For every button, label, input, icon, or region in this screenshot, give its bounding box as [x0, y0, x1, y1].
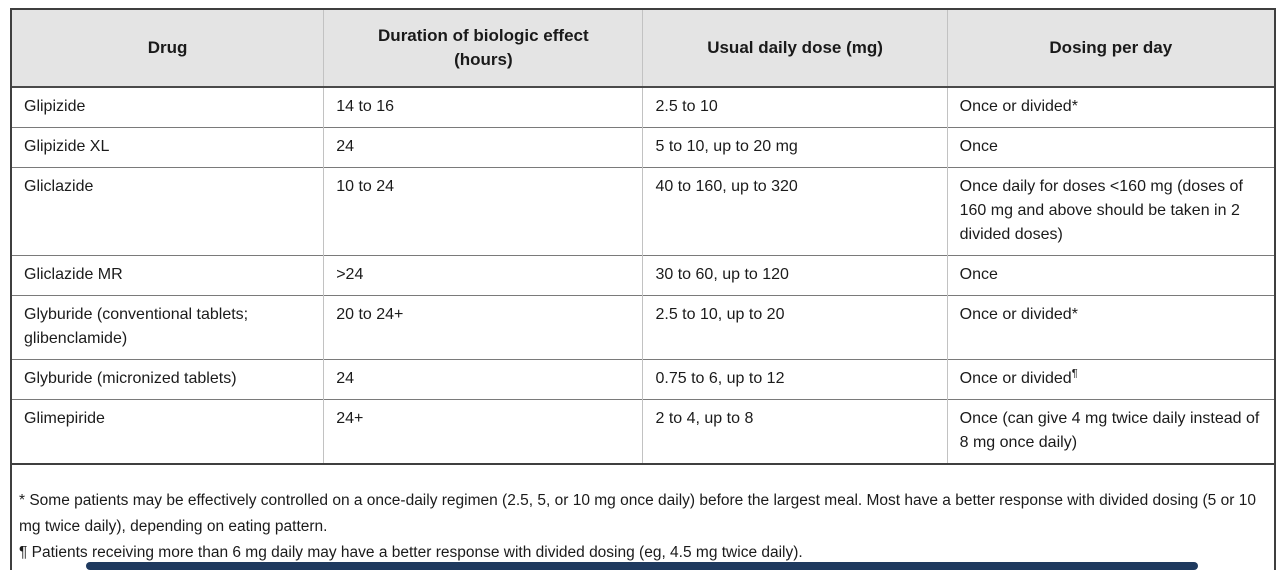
bottom-bar — [86, 562, 1198, 570]
cell-duration: 24+ — [323, 399, 643, 464]
table-row: Glipizide XL 24 5 to 10, up to 20 mg Once — [12, 127, 1274, 168]
cell-dose: 40 to 160, up to 320 — [642, 167, 948, 256]
cell-drug: Glyburide (micronized tablets) — [12, 359, 324, 400]
sulfonylurea-dosing-table: Drug Duration of biologic effect (hours)… — [12, 10, 1274, 465]
cell-duration: 10 to 24 — [323, 167, 643, 256]
table-row: Glipizide 14 to 16 2.5 to 10 Once or divide… — [12, 87, 1274, 128]
cell-dose: 2 to 4, up to 8 — [642, 399, 948, 464]
cell-dosing: Once (can give 4 mg twice daily instead … — [946, 399, 1274, 464]
table-row: Glyburide (conventional tablets; glibenc… — [12, 295, 1274, 360]
table-row: Gliclazide MR >24 30 to 60, up to 120 Once — [12, 255, 1274, 296]
cell-drug: Glipizide — [24, 98, 86, 115]
column-header-drug: Drug — [12, 10, 324, 88]
table-row: Glyburide (micronized tablets) 24 0.75 to … — [12, 359, 1274, 400]
cell-dosing: Once — [946, 255, 1274, 296]
footnote-pilcrow: ¶ Patients receiving more than 6 mg dail… — [19, 544, 803, 561]
cell-dosing: Once or divided¶ — [946, 359, 1274, 400]
cell-drug: Glimepiride — [12, 399, 324, 464]
cell-drug: Glipizide XL — [12, 127, 324, 168]
table-row: Glimepiride 24+ 2 to 4, up to 8 Once (can g… — [12, 399, 1274, 464]
column-header-dosing-per-day: Dosing per day — [946, 10, 1274, 88]
table-header-row: Drug Duration of biologic effect (hours)… — [12, 10, 1274, 88]
cell-drug: Gliclazide MR — [12, 255, 324, 296]
cell-drug: Gliclazide — [12, 167, 324, 256]
drug-table-container: Drug Duration of biologic effect (hours)… — [10, 8, 1276, 570]
cell-duration: 20 to 24+ — [323, 295, 643, 360]
footnote-asterisk: * Some patients may be effectively contr… — [19, 492, 1256, 535]
footnote-marker: ¶ — [1071, 367, 1078, 380]
cell-duration: 24 — [323, 127, 643, 168]
column-header-duration: Duration of biologic effect (hours) — [323, 10, 643, 88]
cell-dosing: Once — [946, 127, 1274, 168]
cell-duration: >24 — [323, 255, 643, 296]
table-body: Glipizide 14 to 16 2.5 to 10 Once or divide… — [12, 87, 1274, 464]
cell-drug: Glyburide (conventional tablets; glibenc… — [12, 295, 324, 360]
cell-dosing: Once daily for doses <160 mg (doses of 1… — [946, 167, 1274, 256]
cell-dosing: Once or divided* — [946, 87, 1274, 128]
table-row: Gliclazide 10 to 24 40 to 160, up to 320 On… — [12, 167, 1274, 256]
cell-dose: 2.5 to 10 — [642, 87, 948, 128]
cell-duration: 14 to 16 — [323, 87, 643, 128]
cell-dose: 0.75 to 6, up to 12 — [642, 359, 948, 400]
cell-duration: 24 — [323, 359, 643, 400]
cell-dose: 30 to 60, up to 120 — [642, 255, 948, 296]
footnotes-section: * Some patients may be effectively contr… — [12, 465, 1274, 570]
column-header-dose: Usual daily dose (mg) — [642, 10, 948, 88]
cell-dose: 2.5 to 10, up to 20 — [642, 295, 948, 360]
cell-dose: 5 to 10, up to 20 mg — [642, 127, 948, 168]
cell-dosing: Once or divided* — [946, 295, 1274, 360]
column-header-duration-label: Duration of biologic effect (hours) — [378, 26, 589, 69]
